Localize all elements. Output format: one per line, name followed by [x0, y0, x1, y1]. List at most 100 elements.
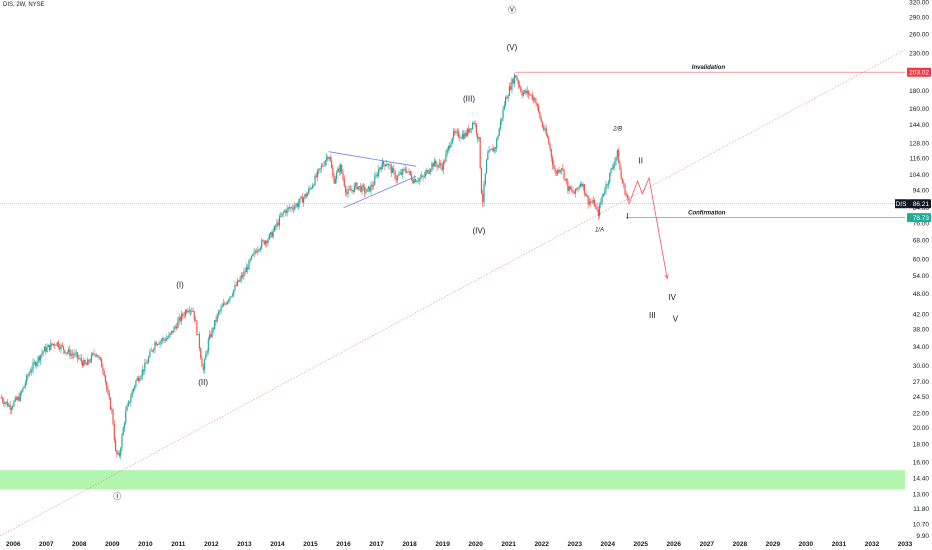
- candle-body: [144, 362, 146, 372]
- candle-body: [350, 189, 352, 191]
- candle-body: [99, 357, 101, 360]
- candle-body: [81, 361, 84, 366]
- candle-body: [410, 174, 413, 180]
- candle-body: [620, 169, 622, 179]
- candle-body: [109, 397, 112, 410]
- candle-body: [524, 90, 526, 93]
- candle-body: [585, 193, 587, 196]
- candle-body: [33, 362, 35, 364]
- candle-body: [445, 153, 447, 162]
- candle-body: [289, 207, 291, 209]
- candle-body: [468, 128, 470, 133]
- candle-body: [384, 164, 386, 167]
- candle-body: [372, 185, 375, 187]
- candle-body: [174, 326, 176, 328]
- candle-body: [463, 134, 465, 139]
- candle-body: [398, 174, 400, 176]
- candle-body: [581, 183, 583, 187]
- candle-body: [615, 156, 617, 161]
- candle-body: [229, 296, 231, 301]
- candle-body: [286, 208, 288, 214]
- candle-body: [132, 388, 134, 392]
- candle-body: [391, 168, 394, 173]
- candle-body: [136, 377, 138, 381]
- candle-body: [184, 310, 187, 316]
- candle-body: [607, 182, 610, 185]
- candle-body: [135, 380, 137, 386]
- candle-body: [17, 396, 19, 400]
- candle-body: [258, 249, 260, 251]
- candle-body: [292, 208, 295, 210]
- candle-body: [431, 163, 433, 170]
- candle-body: [526, 90, 528, 94]
- candle-body: [587, 195, 589, 205]
- candle-body: [261, 240, 263, 248]
- candle-body: [577, 187, 579, 190]
- wave-label: (V): [507, 43, 518, 52]
- wave-label: IV: [668, 293, 676, 302]
- candle-body: [116, 450, 118, 455]
- candle-body: [529, 94, 531, 96]
- candle-body: [357, 186, 359, 190]
- candle-body: [221, 306, 223, 308]
- candle-body: [139, 378, 141, 381]
- candle-body: [14, 397, 16, 402]
- candle-body: [212, 328, 215, 330]
- x-tick-label: 2012: [204, 541, 219, 548]
- y-tick-label: 30.00: [913, 363, 930, 370]
- candle-body: [400, 172, 403, 175]
- invalidation-price-badge-text: 203.02: [909, 70, 929, 77]
- candle-body: [164, 339, 166, 341]
- candle-body: [244, 271, 246, 273]
- candle-body: [170, 330, 173, 334]
- candle-body: [605, 184, 607, 192]
- candle-body: [94, 354, 96, 356]
- x-tick-label: 2017: [369, 541, 384, 548]
- candle-body: [419, 177, 422, 179]
- candle-body: [513, 75, 516, 84]
- candle-body: [447, 145, 450, 150]
- candle-body: [12, 406, 14, 409]
- candle-body: [169, 333, 171, 335]
- candle-body: [386, 164, 389, 166]
- candle-body: [271, 232, 273, 238]
- candle-body: [459, 137, 461, 139]
- x-tick-label: 2021: [501, 541, 516, 548]
- candle-body: [330, 161, 333, 169]
- candle-body: [201, 357, 203, 367]
- wave-label: 2/B: [612, 126, 622, 132]
- x-tick-label: 2031: [832, 541, 847, 548]
- candle-body: [225, 303, 227, 305]
- candle-body: [181, 313, 183, 321]
- triangle-upper-line: [328, 151, 417, 167]
- candle-body: [423, 175, 425, 177]
- candle-body: [209, 334, 211, 340]
- candle-body: [558, 169, 560, 173]
- candle-body: [407, 171, 409, 173]
- candle-body: [353, 185, 356, 192]
- candle-body: [412, 179, 414, 184]
- candle-body: [557, 169, 559, 174]
- candle-body: [543, 126, 545, 130]
- candle-body: [268, 234, 270, 240]
- candle-body: [600, 201, 602, 205]
- candle-body: [393, 168, 395, 172]
- candle-body: [572, 190, 574, 193]
- candle-body: [142, 369, 145, 372]
- candle-body: [247, 267, 249, 270]
- candle-body: [464, 132, 466, 139]
- candle-body: [252, 254, 254, 256]
- candle-body: [480, 168, 483, 194]
- candle-body: [76, 352, 79, 358]
- candle-body: [205, 354, 207, 360]
- candle-body: [497, 136, 499, 140]
- candle-body: [432, 163, 434, 167]
- candle-body: [126, 405, 128, 411]
- candle-body: [510, 86, 512, 90]
- candle-body: [215, 320, 217, 322]
- candle-body: [32, 362, 34, 370]
- candle-body: [416, 181, 418, 183]
- candle-body: [582, 184, 584, 187]
- candle-body: [219, 310, 221, 312]
